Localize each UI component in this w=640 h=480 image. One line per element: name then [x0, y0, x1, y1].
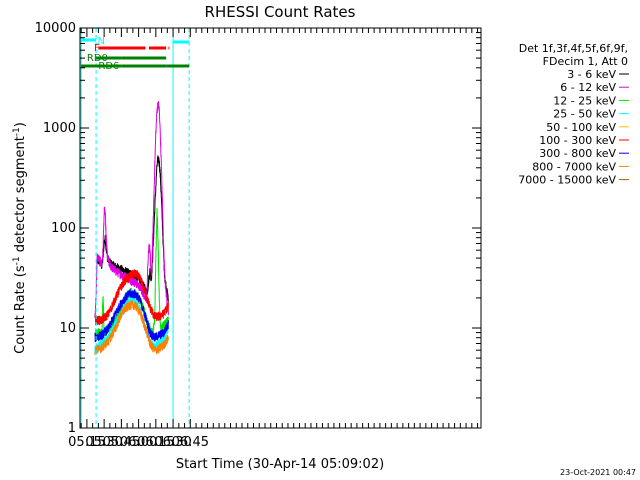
- series-line: [94, 101, 169, 318]
- x-axis-label: Start Time (30-Apr-14 05:09:02): [176, 457, 384, 472]
- series-line: [94, 300, 169, 356]
- legend-entry-label: 3 - 6 keV: [567, 68, 616, 81]
- y-axis-label: Count Rate (s-1 detector segment-1): [12, 122, 28, 354]
- legend-header: Det 1f,3f,4f,5f,6f,9f,: [519, 42, 628, 55]
- x-tick-label: 06:30: [154, 435, 191, 450]
- flag-label: RD6: [98, 61, 119, 72]
- x-tick-label: 05:45: [103, 435, 140, 450]
- y-tick-label: 100: [51, 221, 76, 236]
- legend-entry-label: 50 - 100 keV: [546, 121, 616, 134]
- x-tick-label: 05:15: [68, 435, 105, 450]
- x-tick-label: 05:30: [85, 435, 122, 450]
- legend-entry-label: 12 - 25 keV: [553, 94, 616, 107]
- legend-entry-label: 7000 - 15000 keV: [518, 174, 616, 187]
- legend-entry-label: 300 - 800 keV: [539, 147, 616, 160]
- x-tick-label: 06:15: [137, 435, 174, 450]
- legend-entry-label: 800 - 7000 keV: [532, 160, 616, 173]
- legend-entry-label: 25 - 50 keV: [553, 108, 616, 121]
- footer-timestamp: 23-Oct-2021 00:47: [560, 468, 636, 477]
- flag-label: N: [97, 36, 104, 47]
- y-axis: 1 10 100 1000 10000: [35, 21, 481, 436]
- legend: Det 1f,3f,4f,5f,6f,9f,FDecim 1, Att 03 -…: [518, 42, 629, 187]
- legend-entry-label: 100 - 300 keV: [539, 134, 616, 147]
- series-line: [94, 289, 169, 343]
- y-tick-label: 1: [68, 421, 76, 436]
- y-tick-label: 1000: [43, 121, 76, 136]
- flag-label: RD0: [87, 53, 108, 64]
- y-tick-label: 10000: [35, 21, 76, 36]
- y-tick-label: 10: [59, 321, 76, 336]
- legend-header: FDecim 1, Att 0: [543, 55, 628, 68]
- x-tick-label: 06:45: [172, 435, 209, 450]
- series-line: [94, 269, 169, 326]
- legend-entry-label: 6 - 12 keV: [560, 81, 616, 94]
- x-tick-label: 06:00: [120, 435, 157, 450]
- flag-label: F: [94, 43, 100, 54]
- chart-title: RHESSI Count Rates: [205, 3, 356, 21]
